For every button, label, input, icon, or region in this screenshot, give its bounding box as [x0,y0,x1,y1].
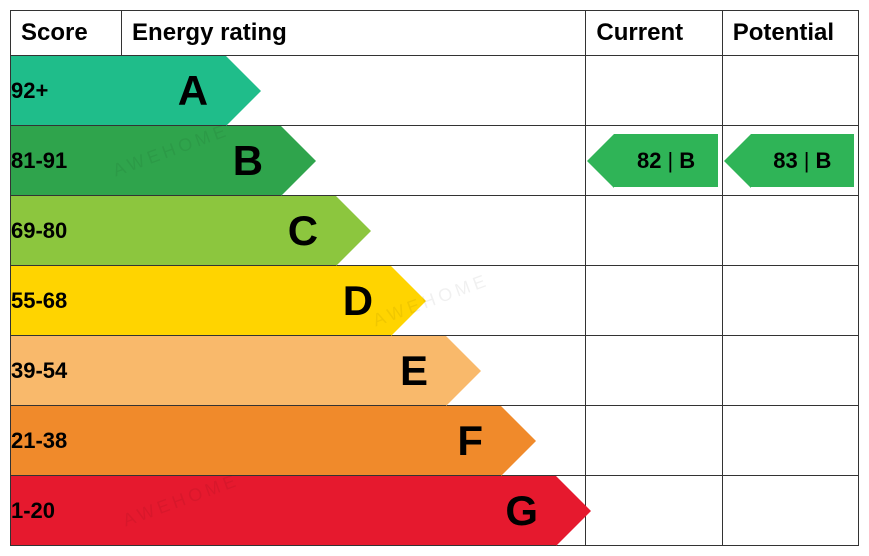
band-row-f: 21-38F [11,406,859,476]
potential-cell [722,406,858,476]
rating-letter: F [457,417,483,465]
band-row-e: 39-54E [11,336,859,406]
potential-cell [722,336,858,406]
rating-bar-cell: E [122,336,586,406]
potential-cell [722,196,858,266]
header-current: Current [586,11,722,56]
rating-bar-cell: A [122,56,586,126]
rating-letter: D [343,277,373,325]
pointer-score: 82 [637,148,661,174]
rating-letter: A [178,67,208,115]
band-row-b: 81-91B82|B83|B [11,126,859,196]
rating-bar-cell: B [122,126,586,196]
rating-letter: E [400,347,428,395]
rating-bar-f: F [11,406,501,475]
header-potential: Potential [722,11,858,56]
current-cell [586,406,722,476]
epc-chart: Score Energy rating Current Potential 92… [10,10,859,546]
band-row-d: 55-68D [11,266,859,336]
potential-cell [722,266,858,336]
rating-bar-e: E [11,336,446,405]
rating-bar-cell: G [122,476,586,546]
header-rating: Energy rating [122,11,586,56]
rating-letter: B [233,137,263,185]
rating-bar-d: D [11,266,391,335]
current-cell [586,476,722,546]
band-row-a: 92+A [11,56,859,126]
potential-cell [722,56,858,126]
rating-bar-g: G [11,476,556,545]
rating-bar-cell: F [122,406,586,476]
potential-cell [722,476,858,546]
potential-pointer: 83 |B [751,134,854,187]
potential-cell: 83 |B [722,126,858,196]
current-cell [586,266,722,336]
rating-letter: G [505,487,538,535]
pointer-letter: B [679,148,695,174]
pointer-letter: B [816,148,832,174]
current-pointer: 82 |B [614,134,717,187]
pointer-sep: | [668,148,674,174]
header-score: Score [11,11,122,56]
pointer-score: 83 [773,148,797,174]
current-cell [586,196,722,266]
header-row: Score Energy rating Current Potential [11,11,859,56]
band-row-c: 69-80C [11,196,859,266]
current-cell: 82 |B [586,126,722,196]
rating-letter: C [288,207,318,255]
rating-bar-cell: C [122,196,586,266]
rating-bar-cell: D [122,266,586,336]
current-cell [586,56,722,126]
band-row-g: 1-20G [11,476,859,546]
current-cell [586,336,722,406]
pointer-sep: | [804,148,810,174]
